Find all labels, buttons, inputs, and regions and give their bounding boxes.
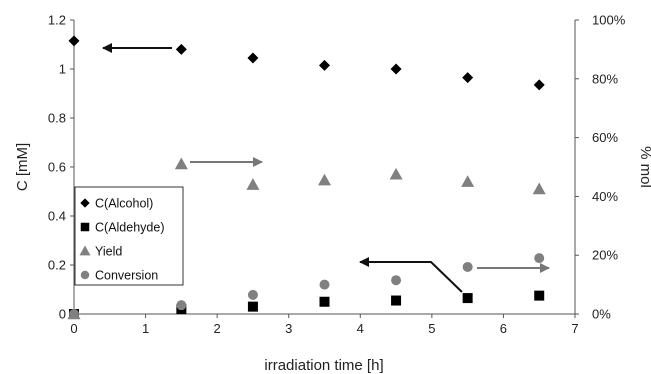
legend: C(Alcohol) C(Aldehyde) Yield Conversion	[74, 186, 184, 286]
x-tick-labels: 0 1 2 3 4 5 6 7	[70, 314, 579, 336]
c-aldehyde-point	[534, 290, 545, 301]
conversion-point	[319, 279, 330, 290]
yield-point	[318, 173, 331, 186]
yield-point	[389, 167, 403, 180]
conversion-point	[391, 275, 402, 286]
x-tick-label: 3	[285, 321, 292, 336]
legend-marker-c-aldehyde	[80, 222, 90, 232]
yield-point	[174, 157, 188, 170]
conversion-point	[176, 300, 187, 311]
legend-marker-conversion	[80, 270, 90, 280]
c-alcohol-point	[175, 43, 187, 55]
y2-tick-label: 40%	[592, 189, 618, 204]
y2-axis-label: % mol	[637, 146, 651, 188]
y-tick-label: 0	[59, 307, 66, 322]
data-points	[67, 35, 546, 320]
y-axis-label: C [mM]	[14, 143, 31, 191]
x-tick-label: 4	[357, 321, 364, 336]
c-alcohol-point	[390, 63, 402, 75]
c-aldehyde-point	[319, 296, 330, 307]
c-alcohol-point	[247, 52, 259, 64]
c-aldehyde-point	[462, 293, 473, 304]
conversion-point	[247, 289, 258, 300]
y2-tick-label: 0%	[592, 307, 611, 322]
arrow-aldehyde-left	[359, 257, 463, 293]
legend-label-conversion: Conversion	[95, 269, 158, 283]
y2-tick-label: 20%	[592, 248, 618, 263]
y-tick-label: 1	[59, 62, 66, 77]
legend-marker-yield	[79, 245, 91, 256]
x-tick-label: 1	[142, 321, 149, 336]
c-alcohol-point	[68, 35, 80, 47]
x-tick-label: 5	[428, 321, 435, 336]
y2-tick-label: 60%	[592, 130, 618, 145]
conversion-point	[462, 261, 473, 272]
legend-box	[74, 186, 184, 286]
y2-tick-labels: 0% 20% 40% 60% 80% 100%	[575, 13, 626, 322]
conversion-point	[69, 309, 79, 319]
c-alcohol-point	[462, 72, 474, 84]
yield-point	[532, 182, 546, 195]
c-aldehyde-point	[391, 295, 402, 306]
yield-point	[461, 175, 475, 187]
x-tick-label: 7	[571, 321, 578, 336]
x-axis-label: irradiation time [h]	[264, 357, 383, 374]
conversion-point	[534, 253, 545, 264]
c-alcohol-point	[319, 59, 330, 71]
legend-marker-c-alcohol	[80, 198, 90, 208]
x-tick-label: 2	[214, 321, 221, 336]
c-alcohol-point	[533, 79, 545, 91]
y2-tick-label: 100%	[592, 13, 626, 28]
y2-tick-label: 80%	[592, 71, 618, 86]
y-tick-label: 0.4	[48, 209, 66, 224]
legend-label-yield: Yield	[95, 245, 122, 259]
legend-label-c-alcohol: C(Alcohol)	[95, 197, 153, 211]
annotation-arrows	[102, 43, 550, 293]
x-tick-label: 6	[500, 321, 507, 336]
yield-point	[246, 178, 260, 190]
legend-label-c-aldehyde: C(Aldehyde)	[95, 221, 164, 235]
y-tick-label: 1.2	[48, 13, 66, 28]
y-tick-label: 0.8	[48, 111, 66, 126]
c-aldehyde-point	[247, 301, 258, 312]
y-tick-label: 0.6	[48, 160, 66, 175]
y-tick-labels: 0 0.2 0.4 0.6 0.8 1 1.2	[48, 13, 74, 322]
x-tick-label: 0	[70, 321, 77, 336]
y-tick-label: 0.2	[48, 258, 66, 273]
